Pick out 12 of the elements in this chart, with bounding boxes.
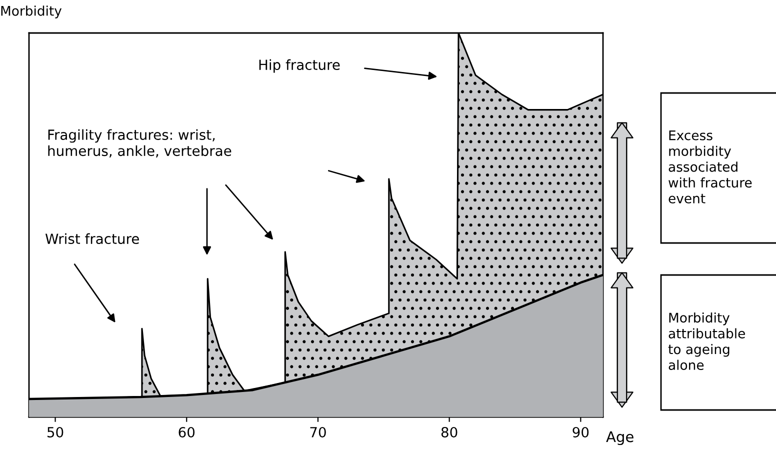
- x-tick-label: 60: [178, 426, 195, 438]
- annotation: Wrist fracture: [45, 233, 139, 244]
- y-axis-title: Morbidity: [1, 6, 62, 18]
- text: Morbidity attributable to ageing alone: [668, 312, 745, 370]
- annotation: Fragility fractures: wrist, humerus, ankle, vertebrae: [48, 129, 232, 158]
- x-axis-title: Age: [606, 431, 634, 446]
- x-tick-label: 80: [441, 426, 458, 438]
- x-tick-label: 50: [48, 426, 64, 438]
- text: Excess morbidity associated with fracture event: [668, 130, 752, 204]
- x-tick-label: 90: [572, 426, 589, 438]
- x-tick-label: 70: [310, 426, 326, 438]
- annotation: Hip fracture: [259, 59, 340, 73]
